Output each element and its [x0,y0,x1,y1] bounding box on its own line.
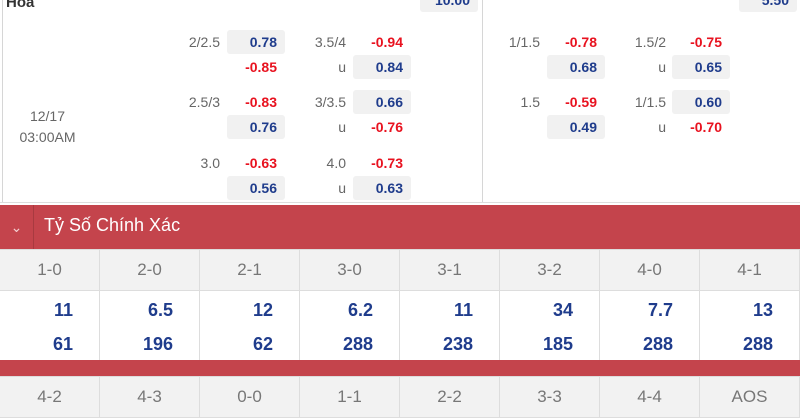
handicap-line: 2.5/3 [188,94,220,110]
match-date: 12/17 [29,108,66,124]
odds-value[interactable]: 0.84 [353,55,411,79]
score-label: 4-4 [600,377,700,417]
score-odds-cell[interactable]: 34 185 [500,291,600,360]
score-odds-cell[interactable]: 6.2 288 [300,291,400,360]
score-odds-cell[interactable]: 11 61 [0,291,100,360]
odds-value[interactable]: 0.76 [227,115,285,139]
score-header-row: 1-0 2-0 2-1 3-0 3-1 3-2 4-0 4-1 [0,249,800,291]
score-label: 2-1 [200,250,300,290]
odds-value[interactable]: 0.49 [547,115,605,139]
score-odds-row: 11 61 6.5 196 12 62 6.2 288 11 238 34 185 7.7 288 13 28… [0,291,800,360]
odds-value[interactable]: -0.73 [371,155,403,171]
under-label: u [338,59,346,75]
score-label: 2-0 [100,250,200,290]
odds-value[interactable]: 0.65 [672,55,730,79]
odds-value[interactable]: 0.63 [353,176,411,200]
total-line: 3.5/4 [314,34,346,50]
score-odds-a[interactable]: 6.2 [347,300,373,320]
draw-label: Hòa [6,0,35,11]
match-time: 12/17 03:00AM [10,106,85,148]
total-line: 3/3.5 [314,94,346,110]
handicap-line: 3.0 [200,155,220,171]
score-label: 3-3 [500,377,600,417]
score-odds-a[interactable]: 34 [552,300,573,320]
score-odds-b[interactable]: 288 [642,334,673,354]
score-odds-cell[interactable]: 12 62 [200,291,300,360]
score-odds-b[interactable]: 288 [742,334,773,354]
odds-value[interactable]: -0.85 [245,59,277,75]
odds-value[interactable]: -0.63 [245,155,277,171]
draw-odds-left[interactable]: 10.00 [420,0,478,12]
score-odds-cell[interactable]: 11 238 [400,291,500,360]
panel-divider [482,0,483,203]
odds-value[interactable]: -0.94 [371,34,403,50]
total-line: 4.0 [326,155,346,171]
score-odds-cell[interactable]: 13 288 [700,291,800,360]
score-odds-a[interactable]: 11 [453,300,473,320]
score-label: 3-2 [500,250,600,290]
score-odds-a[interactable]: 7.7 [647,300,673,320]
odds-value[interactable]: 0.78 [227,30,285,54]
chevron-down-icon[interactable]: ⌄ [0,205,34,249]
under-label: u [338,180,346,196]
score-label: 3-0 [300,250,400,290]
odds-value[interactable]: 0.56 [227,176,285,200]
section-title: Tỷ Số Chính Xác [44,215,181,235]
section-header[interactable]: ⌄ Tỷ Số Chính Xác [0,205,800,249]
draw-odds-right[interactable]: 5.50 [739,0,797,12]
odds-value[interactable]: -0.75 [690,34,722,50]
handicap-line: 1.5 [520,94,540,110]
odds-value[interactable]: -0.59 [565,94,597,110]
odds-value[interactable]: 0.60 [672,90,730,114]
score-odds-b[interactable]: 238 [442,334,473,354]
total-line: 1/1.5 [634,94,666,110]
score-header-row-2: 4-2 4-3 0-0 1-1 2-2 3-3 4-4 AOS [0,376,800,418]
left-border [2,0,3,203]
handicap-line: 1/1.5 [508,34,540,50]
score-odds-a[interactable]: 6.5 [147,300,173,320]
score-label: 3-1 [400,250,500,290]
score-odds-b[interactable]: 185 [542,334,573,354]
score-label: 2-2 [400,377,500,417]
score-odds-a[interactable]: 11 [53,300,73,320]
odds-value[interactable]: -0.76 [371,119,403,135]
score-label: 4-2 [0,377,100,417]
score-odds-b[interactable]: 288 [342,334,373,354]
under-label: u [658,119,666,135]
score-odds-cell[interactable]: 7.7 288 [600,291,700,360]
score-odds-b[interactable]: 62 [252,334,273,354]
total-line: 1.5/2 [634,34,666,50]
score-label: 4-1 [700,250,800,290]
score-label: 0-0 [200,377,300,417]
odds-value[interactable]: -0.70 [690,119,722,135]
score-label: AOS [700,377,800,417]
odds-value[interactable]: 0.66 [353,90,411,114]
odds-value[interactable]: -0.83 [245,94,277,110]
score-odds-a[interactable]: 13 [752,300,773,320]
section-band [0,360,800,376]
handicap-line: 2/2.5 [188,34,220,50]
under-label: u [658,59,666,75]
divider [0,202,800,203]
score-odds-cell[interactable]: 6.5 196 [100,291,200,360]
odds-value[interactable]: -0.78 [565,34,597,50]
score-odds-a[interactable]: 12 [252,300,273,320]
score-odds-b[interactable]: 196 [142,334,173,354]
score-label: 4-0 [600,250,700,290]
score-label: 1-1 [300,377,400,417]
score-label: 4-3 [100,377,200,417]
score-label: 1-0 [0,250,100,290]
score-odds-b[interactable]: 61 [52,334,73,354]
odds-value[interactable]: 0.68 [547,55,605,79]
under-label: u [338,119,346,135]
match-hour: 03:00AM [19,129,76,145]
